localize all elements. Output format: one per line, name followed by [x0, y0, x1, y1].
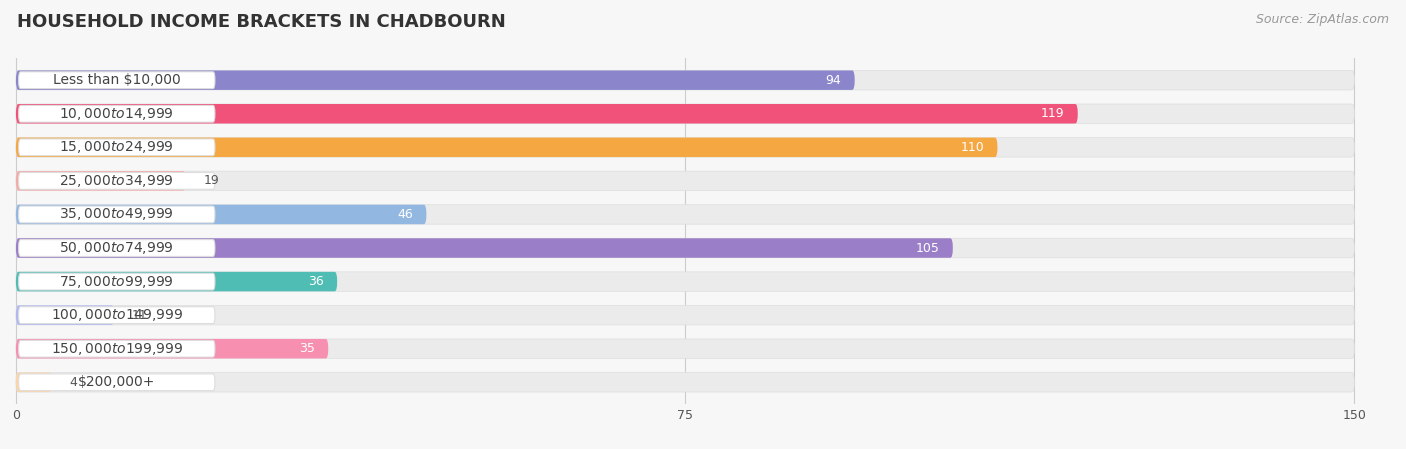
FancyBboxPatch shape [15, 104, 1354, 123]
Text: $100,000 to $149,999: $100,000 to $149,999 [51, 307, 183, 323]
Text: 11: 11 [132, 308, 148, 321]
FancyBboxPatch shape [15, 373, 1354, 392]
FancyBboxPatch shape [18, 273, 215, 290]
FancyBboxPatch shape [15, 104, 1078, 123]
Text: $15,000 to $24,999: $15,000 to $24,999 [59, 139, 174, 155]
FancyBboxPatch shape [15, 137, 997, 157]
FancyBboxPatch shape [15, 272, 337, 291]
FancyBboxPatch shape [18, 240, 215, 256]
Text: $35,000 to $49,999: $35,000 to $49,999 [59, 207, 174, 222]
FancyBboxPatch shape [15, 339, 1354, 358]
FancyBboxPatch shape [15, 305, 1354, 325]
Text: 19: 19 [204, 174, 219, 187]
Text: $25,000 to $34,999: $25,000 to $34,999 [59, 173, 174, 189]
FancyBboxPatch shape [15, 171, 1354, 191]
FancyBboxPatch shape [15, 137, 1354, 157]
FancyBboxPatch shape [15, 238, 1354, 258]
Text: 46: 46 [398, 208, 413, 221]
FancyBboxPatch shape [15, 272, 1354, 291]
Text: 35: 35 [299, 342, 315, 355]
Text: $10,000 to $14,999: $10,000 to $14,999 [59, 106, 174, 122]
FancyBboxPatch shape [15, 205, 426, 224]
Text: 105: 105 [915, 242, 939, 255]
FancyBboxPatch shape [18, 340, 215, 357]
Text: 36: 36 [308, 275, 323, 288]
FancyBboxPatch shape [15, 305, 114, 325]
FancyBboxPatch shape [18, 72, 215, 88]
Text: Less than $10,000: Less than $10,000 [53, 73, 180, 87]
FancyBboxPatch shape [18, 172, 215, 189]
Text: $50,000 to $74,999: $50,000 to $74,999 [59, 240, 174, 256]
FancyBboxPatch shape [15, 205, 1354, 224]
FancyBboxPatch shape [18, 374, 215, 391]
Text: HOUSEHOLD INCOME BRACKETS IN CHADBOURN: HOUSEHOLD INCOME BRACKETS IN CHADBOURN [17, 13, 506, 31]
Text: Source: ZipAtlas.com: Source: ZipAtlas.com [1256, 13, 1389, 26]
FancyBboxPatch shape [15, 70, 1354, 90]
Text: 4: 4 [69, 376, 77, 389]
Text: $75,000 to $99,999: $75,000 to $99,999 [59, 273, 174, 290]
FancyBboxPatch shape [18, 206, 215, 223]
FancyBboxPatch shape [18, 307, 215, 324]
Text: $200,000+: $200,000+ [79, 375, 156, 389]
Text: 94: 94 [825, 74, 841, 87]
Text: 110: 110 [960, 141, 984, 154]
FancyBboxPatch shape [15, 339, 328, 358]
Text: $150,000 to $199,999: $150,000 to $199,999 [51, 341, 183, 357]
FancyBboxPatch shape [15, 70, 855, 90]
FancyBboxPatch shape [15, 238, 953, 258]
Text: 119: 119 [1040, 107, 1064, 120]
FancyBboxPatch shape [15, 171, 186, 191]
FancyBboxPatch shape [18, 106, 215, 122]
FancyBboxPatch shape [15, 373, 52, 392]
FancyBboxPatch shape [18, 139, 215, 156]
